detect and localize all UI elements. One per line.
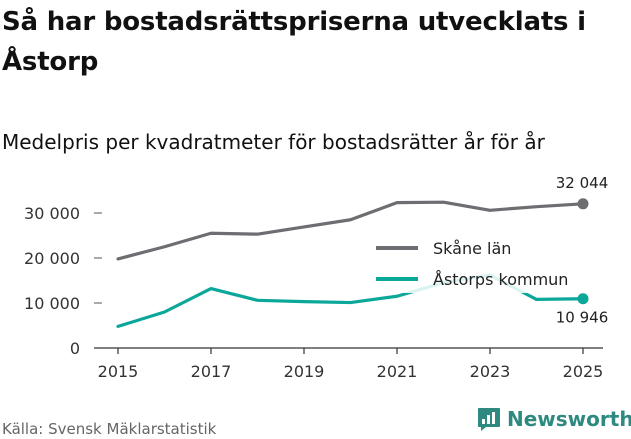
end-point-marker [577,293,589,305]
line-chart: 2015 2017 2019 2021 2023 2025 0 10 000 20 000 30… [24,174,609,381]
end-value-label: 32 044 [556,174,609,192]
end-labels: 32 044 10 946 [556,174,609,327]
newsworthy-logo[interactable]: Newsworthy [476,406,631,432]
y-tick-label: 30 000 [24,204,80,223]
newsworthy-logo-icon [478,408,500,431]
x-tick-label: 2015 [98,362,139,381]
x-tick-label: 2021 [377,362,418,381]
legend-background [368,233,590,293]
end-value-label: 10 946 [556,309,609,327]
legend-label: Åstorps kommun [433,270,568,289]
x-tick-label: 2025 [563,362,604,381]
legend: Skåne län Åstorps kommun [368,233,590,293]
x-axis: 2015 2017 2019 2021 2023 2025 [94,347,604,381]
page-title: Så har bostadsrättspriserna utvecklats i… [2,7,586,77]
end-point-marker [577,198,589,210]
x-tick-label: 2019 [284,362,325,381]
x-tick-label: 2017 [191,362,232,381]
y-tick-label: 20 000 [24,249,80,268]
y-tick-label: 0 [70,339,80,358]
y-tick-label: 10 000 [24,294,80,313]
brand-name: Newsworthy [507,407,631,431]
series-line [116,200,585,261]
chart-subtitle: Medelpris per kvadratmeter för bostadsrä… [2,130,545,154]
y-axis: 0 10 000 20 000 30 000 [24,204,102,358]
legend-label: Skåne län [433,239,511,258]
x-tick-label: 2023 [470,362,511,381]
source-note: Källa: Svensk Mäklarstatistik [2,420,217,438]
